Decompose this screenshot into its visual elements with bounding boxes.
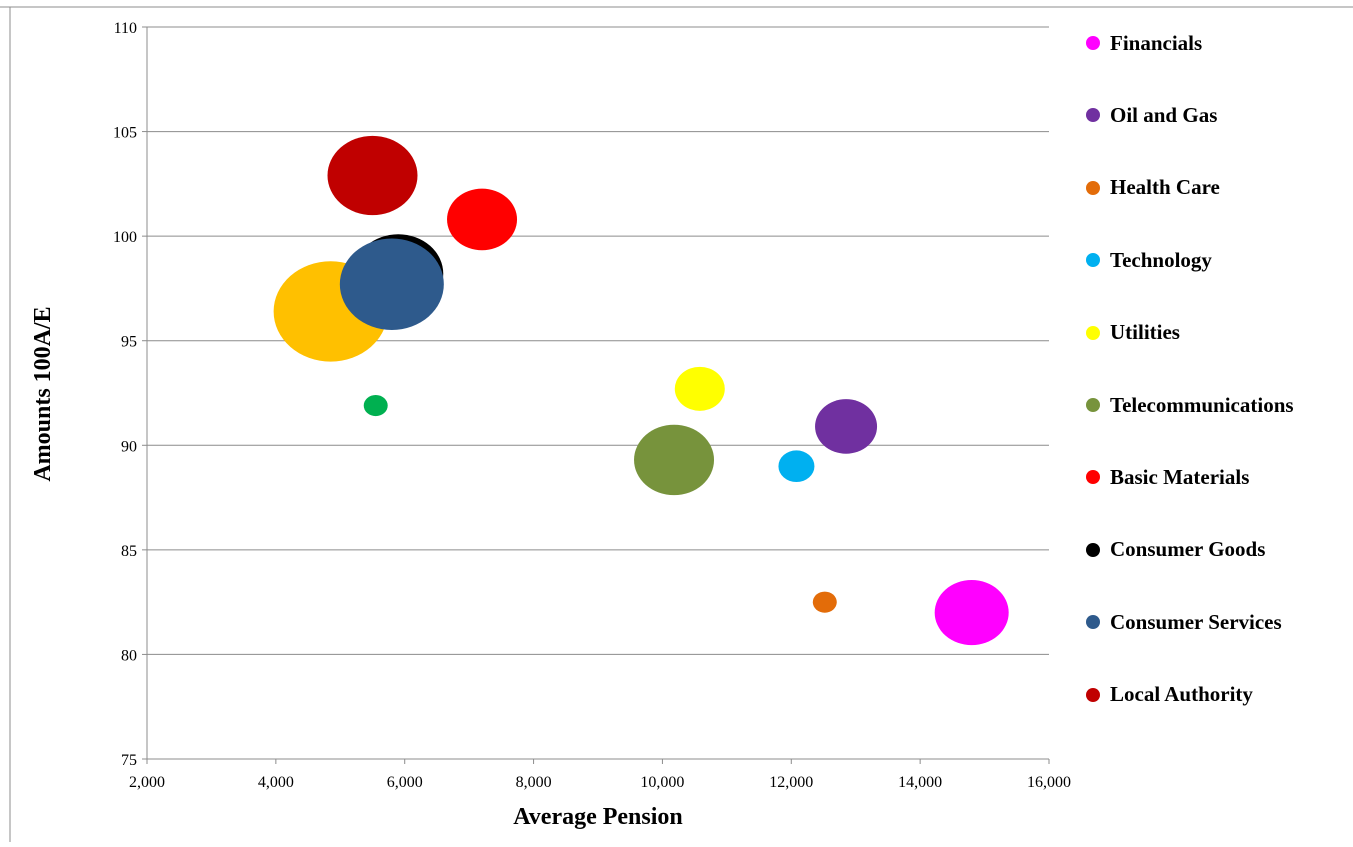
legend-marker: [1086, 36, 1100, 50]
bubble-consumer-services: [339, 238, 444, 331]
legend-label: Financials: [1110, 30, 1203, 55]
legend-label: Consumer Services: [1110, 609, 1282, 634]
x-tick-label: 2,000: [129, 774, 165, 791]
y-tick-label: 110: [114, 20, 137, 37]
y-tick-label: 75: [121, 752, 137, 769]
legend-label: Health Care: [1110, 175, 1220, 200]
bubble-financials: [934, 580, 1009, 646]
bubble-local-authority: [327, 135, 418, 216]
x-tick-label: 4,000: [258, 774, 294, 791]
legend-item: Consumer Goods: [1086, 537, 1265, 563]
legend-label: Consumer Goods: [1110, 537, 1266, 562]
x-tick-label: 12,000: [769, 774, 813, 791]
legend-label: Telecommunications: [1110, 392, 1294, 417]
legend-item: Health Care: [1086, 175, 1220, 201]
legend-item: Technology: [1086, 247, 1212, 273]
legend-item: Local Authority: [1086, 682, 1253, 708]
y-tick-label: 100: [113, 229, 137, 246]
bubble-health-care: [812, 591, 837, 613]
legend-marker: [1086, 687, 1100, 702]
bubble-oil-and-gas: [815, 399, 878, 454]
y-tick-label: 85: [121, 543, 137, 560]
axes: 75 80 85 90 95 100 105 110 2,000 4,000 6,000 8,000 1…: [113, 20, 1071, 791]
legend-label: Technology: [1110, 247, 1212, 272]
legend-label: Utilities: [1110, 320, 1180, 345]
legend-marker: [1086, 398, 1100, 412]
legend-marker: [1086, 180, 1100, 195]
legend-label: Oil and Gas: [1110, 102, 1218, 127]
y-tick-label: 80: [121, 647, 137, 664]
legend-marker: [1086, 615, 1100, 630]
legend-item: Basic Materials: [1086, 464, 1249, 490]
y-tick-label: 95: [121, 334, 137, 351]
legend-item: Oil and Gas: [1086, 102, 1217, 128]
bubble-technology: [778, 450, 815, 483]
x-tick-label: 14,000: [898, 774, 942, 791]
y-axis-title: Amounts 100A/E: [30, 306, 56, 481]
legend-marker: [1086, 253, 1100, 268]
legend-marker: [1086, 542, 1100, 557]
bubble-basic-materials: [447, 188, 518, 251]
x-axis-title: Average Pension: [513, 804, 683, 830]
bubble-telecommunications: [634, 424, 715, 496]
bubble-unlabeled-11: [363, 394, 388, 417]
legend-label: Basic Materials: [1110, 464, 1250, 489]
y-tick-label: 105: [113, 125, 137, 142]
x-tick-label: 6,000: [387, 774, 423, 791]
bubble-utilities: [674, 366, 725, 411]
legend-marker: [1086, 325, 1100, 340]
legend-label: Local Authority: [1110, 682, 1253, 707]
x-tick-label: 8,000: [516, 774, 552, 791]
legend-item: Consumer Services: [1086, 609, 1282, 635]
x-tick-label: 16,000: [1027, 774, 1071, 791]
legend-marker: [1086, 108, 1100, 123]
y-tick-label: 90: [121, 438, 137, 455]
legend-item: Telecommunications: [1086, 392, 1294, 418]
x-tick-label: 10,000: [640, 774, 684, 791]
legend-marker: [1086, 470, 1100, 485]
bubbles: [273, 135, 1009, 646]
gridlines: [147, 26, 1049, 655]
legend-item: Utilities: [1086, 320, 1180, 346]
legend-item: Financials: [1086, 30, 1202, 56]
